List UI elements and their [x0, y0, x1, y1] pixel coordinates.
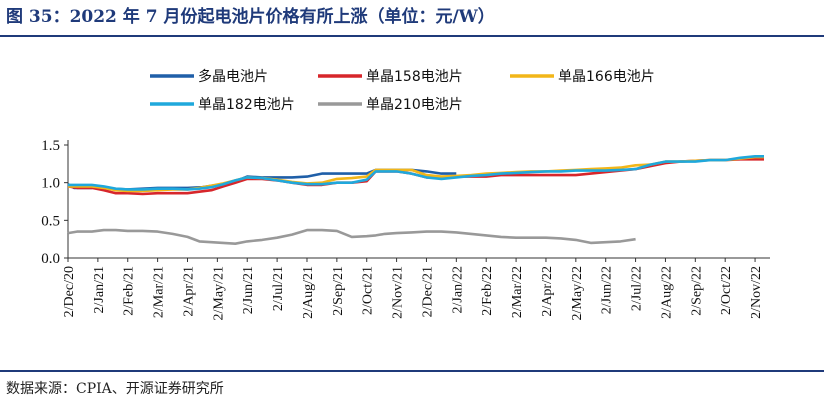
x-tick-label: 2/Aug/22 [659, 266, 674, 319]
legend-label-1: 单晶158电池片 [366, 69, 463, 85]
x-tick-label: 2/Jan/21 [92, 266, 107, 313]
x-tick-label: 2/Mar/22 [510, 266, 525, 318]
series-line-4 [67, 228, 636, 245]
x-tick-label: 2/Nov/22 [749, 266, 764, 319]
y-tick-label: 1.5 [41, 138, 60, 154]
x-tick-label: 2/Dec/21 [420, 266, 435, 317]
x-tick-label: 2/Apr/21 [181, 266, 196, 317]
x-tick-label: 2/Sep/21 [331, 266, 346, 316]
x-tick-label: 2/Jul/21 [271, 266, 286, 311]
y-tick-label: 1.0 [41, 176, 60, 192]
x-tick-label: 2/May/21 [211, 266, 226, 320]
title-rule [0, 35, 824, 37]
legend-label-2: 单晶166电池片 [558, 69, 655, 85]
y-tick-label: 0.0 [41, 251, 60, 267]
figure-title: 图 35：2022 年 7 月份起电池片价格有所上涨（单位：元/W） [6, 7, 495, 27]
x-tick-label: 2/Oct/22 [719, 266, 734, 315]
x-tick-label: 2/Sep/22 [689, 266, 704, 316]
x-tick-label: 2/Feb/21 [122, 266, 137, 316]
x-tick-label: 2/Oct/21 [361, 266, 376, 315]
x-tick-label: 2/Dec/20 [62, 266, 77, 317]
legend-label-3: 单晶182电池片 [198, 97, 295, 113]
x-axis: 2/Dec/20 2/Jan/21 2/Feb/21 2/Mar/21 2/Apr/21… [62, 257, 770, 320]
x-tick-label: 2/Jul/22 [630, 266, 645, 311]
legend-label-4: 单晶210电池片 [366, 97, 463, 113]
x-tick-label: 2/Aug/21 [301, 266, 316, 319]
series-lines [67, 155, 764, 245]
x-tick-label: 2/Jun/21 [241, 266, 256, 314]
series-line-3 [68, 155, 764, 191]
x-tick-label: 2/Feb/22 [480, 266, 495, 316]
source-note: 数据来源：CPIA、开源证券研究所 [6, 381, 224, 397]
x-tick-label: 2/Apr/22 [540, 266, 555, 317]
y-tick-label: 0.5 [41, 213, 60, 229]
x-tick-label: 2/Jun/22 [600, 266, 615, 314]
source-rule [0, 370, 824, 372]
x-tick-label: 2/May/22 [570, 266, 585, 320]
x-tick-label: 2/Mar/21 [152, 266, 167, 318]
legend-label-0: 多晶电池片 [198, 68, 268, 85]
y-axis: 0.0 0.5 1.0 1.5 [41, 138, 69, 267]
x-tick-label: 2/Jan/22 [450, 266, 465, 313]
x-tick-label: 2/Nov/21 [391, 266, 406, 319]
